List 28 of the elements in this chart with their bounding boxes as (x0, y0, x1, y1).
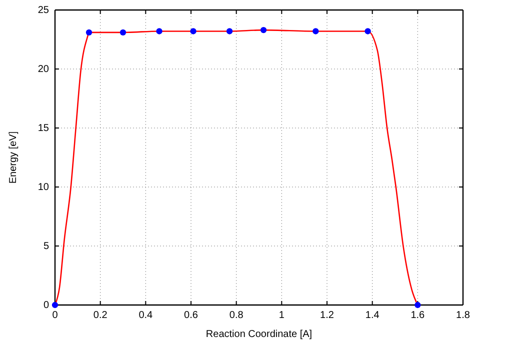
y-tick-label: 15 (38, 123, 50, 134)
x-tick-label: 0.6 (184, 310, 198, 322)
x-tick-label: 1.2 (320, 310, 334, 322)
point (414, 302, 421, 308)
x-tick-label: 0.2 (93, 310, 108, 322)
x-tick-label: 1.8 (456, 310, 470, 322)
y-tick-label: 0 (43, 300, 50, 312)
point (86, 29, 92, 36)
x-tick-label: 1.4 (365, 310, 380, 322)
point (364, 28, 371, 34)
x-tick-label: 1.6 (410, 310, 426, 322)
point (120, 29, 126, 36)
x-axis-title: Reaction Coordinate [A] (206, 329, 312, 340)
y-tick-label: 20 (38, 64, 50, 76)
point (260, 26, 267, 34)
y-tick-label: 25 (38, 5, 50, 16)
y-tick-label: 5 (43, 241, 50, 252)
point (226, 28, 233, 34)
x-tick-label: 0.8 (229, 310, 244, 322)
x-tick-label: 0.4 (138, 310, 154, 322)
y-axis-title: Energy [eV] (8, 131, 19, 184)
point (190, 28, 196, 34)
x-tick-label: 1 (278, 310, 285, 322)
x-tick-label: 0 (52, 310, 58, 322)
point (52, 302, 58, 308)
point (312, 28, 319, 34)
point (156, 28, 162, 34)
y-tick-label: 10 (38, 182, 50, 194)
